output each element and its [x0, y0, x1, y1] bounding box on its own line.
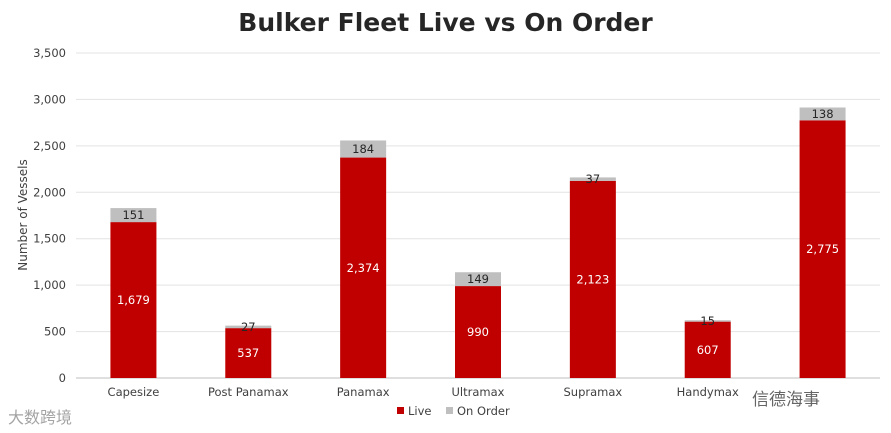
x-tick-label: Handymax	[677, 385, 739, 399]
y-tick-label: 3,500	[33, 46, 66, 60]
data-label-live: 537	[237, 346, 259, 360]
y-axis-label: Number of Vessels	[16, 159, 30, 271]
data-label-live: 2,374	[347, 261, 380, 275]
y-tick-label: 0	[59, 371, 66, 385]
y-axis-ticks: 0 500 1,000 1,500 2,000 2,500 3,000 3,500	[33, 46, 66, 385]
data-label-live: 2,123	[576, 272, 609, 286]
x-axis-ticks: Capesize Post Panamax Panamax Ultramax Supra…	[108, 385, 739, 399]
y-tick-label: 1,000	[33, 278, 66, 292]
x-tick-label: Post Panamax	[208, 385, 289, 399]
data-label-on-order: 184	[352, 142, 374, 156]
data-label-on-order: 37	[586, 172, 601, 186]
bars: 1,679 151 537 27 2,374 184 990 149 2,123 37 607 15 2…	[110, 107, 846, 379]
watermark-right: 信德海事	[752, 390, 820, 410]
y-tick-label: 2,500	[33, 139, 66, 153]
watermark-left: 大数跨境	[8, 408, 73, 427]
x-tick-label: Panamax	[337, 385, 390, 399]
legend-swatch	[397, 407, 404, 414]
data-label-on-order: 27	[241, 320, 256, 334]
bar-live	[340, 157, 387, 378]
bar-live	[684, 321, 731, 378]
y-tick-label: 3,000	[33, 92, 66, 106]
bar-on-order	[110, 208, 157, 223]
data-label-live: 2,775	[806, 242, 839, 256]
data-label-live: 1,679	[117, 293, 150, 307]
bar-live	[569, 180, 616, 378]
x-tick-label: Capesize	[108, 385, 160, 399]
y-tick-label: 1,500	[33, 232, 66, 246]
bar-live	[225, 328, 272, 378]
bar-live	[455, 286, 501, 378]
bar-on-order	[684, 320, 731, 322]
bar-on-order	[455, 272, 501, 287]
data-label-on-order: 151	[122, 208, 144, 222]
bar-live	[799, 120, 846, 379]
legend-label: Live	[408, 404, 431, 418]
legend: Live On Order	[397, 404, 510, 418]
y-tick-label: 2,000	[33, 185, 66, 199]
bar-on-order	[569, 177, 616, 181]
y-tick-label: 500	[44, 325, 66, 339]
bar-on-order	[225, 325, 272, 329]
data-label-on-order: 15	[700, 314, 715, 328]
data-label-live: 607	[697, 343, 719, 357]
bar-on-order	[799, 107, 846, 121]
bar-live	[110, 222, 157, 378]
x-tick-label: Ultramax	[452, 385, 505, 399]
legend-swatch	[446, 407, 453, 414]
x-tick-label: Supramax	[563, 385, 622, 399]
data-label-on-order: 149	[467, 272, 489, 286]
bar-on-order	[340, 140, 387, 158]
chart-title: Bulker Fleet Live vs On Order	[238, 8, 653, 37]
data-label-on-order: 138	[812, 107, 834, 121]
legend-label: On Order	[457, 404, 510, 418]
data-label-live: 990	[467, 325, 489, 339]
